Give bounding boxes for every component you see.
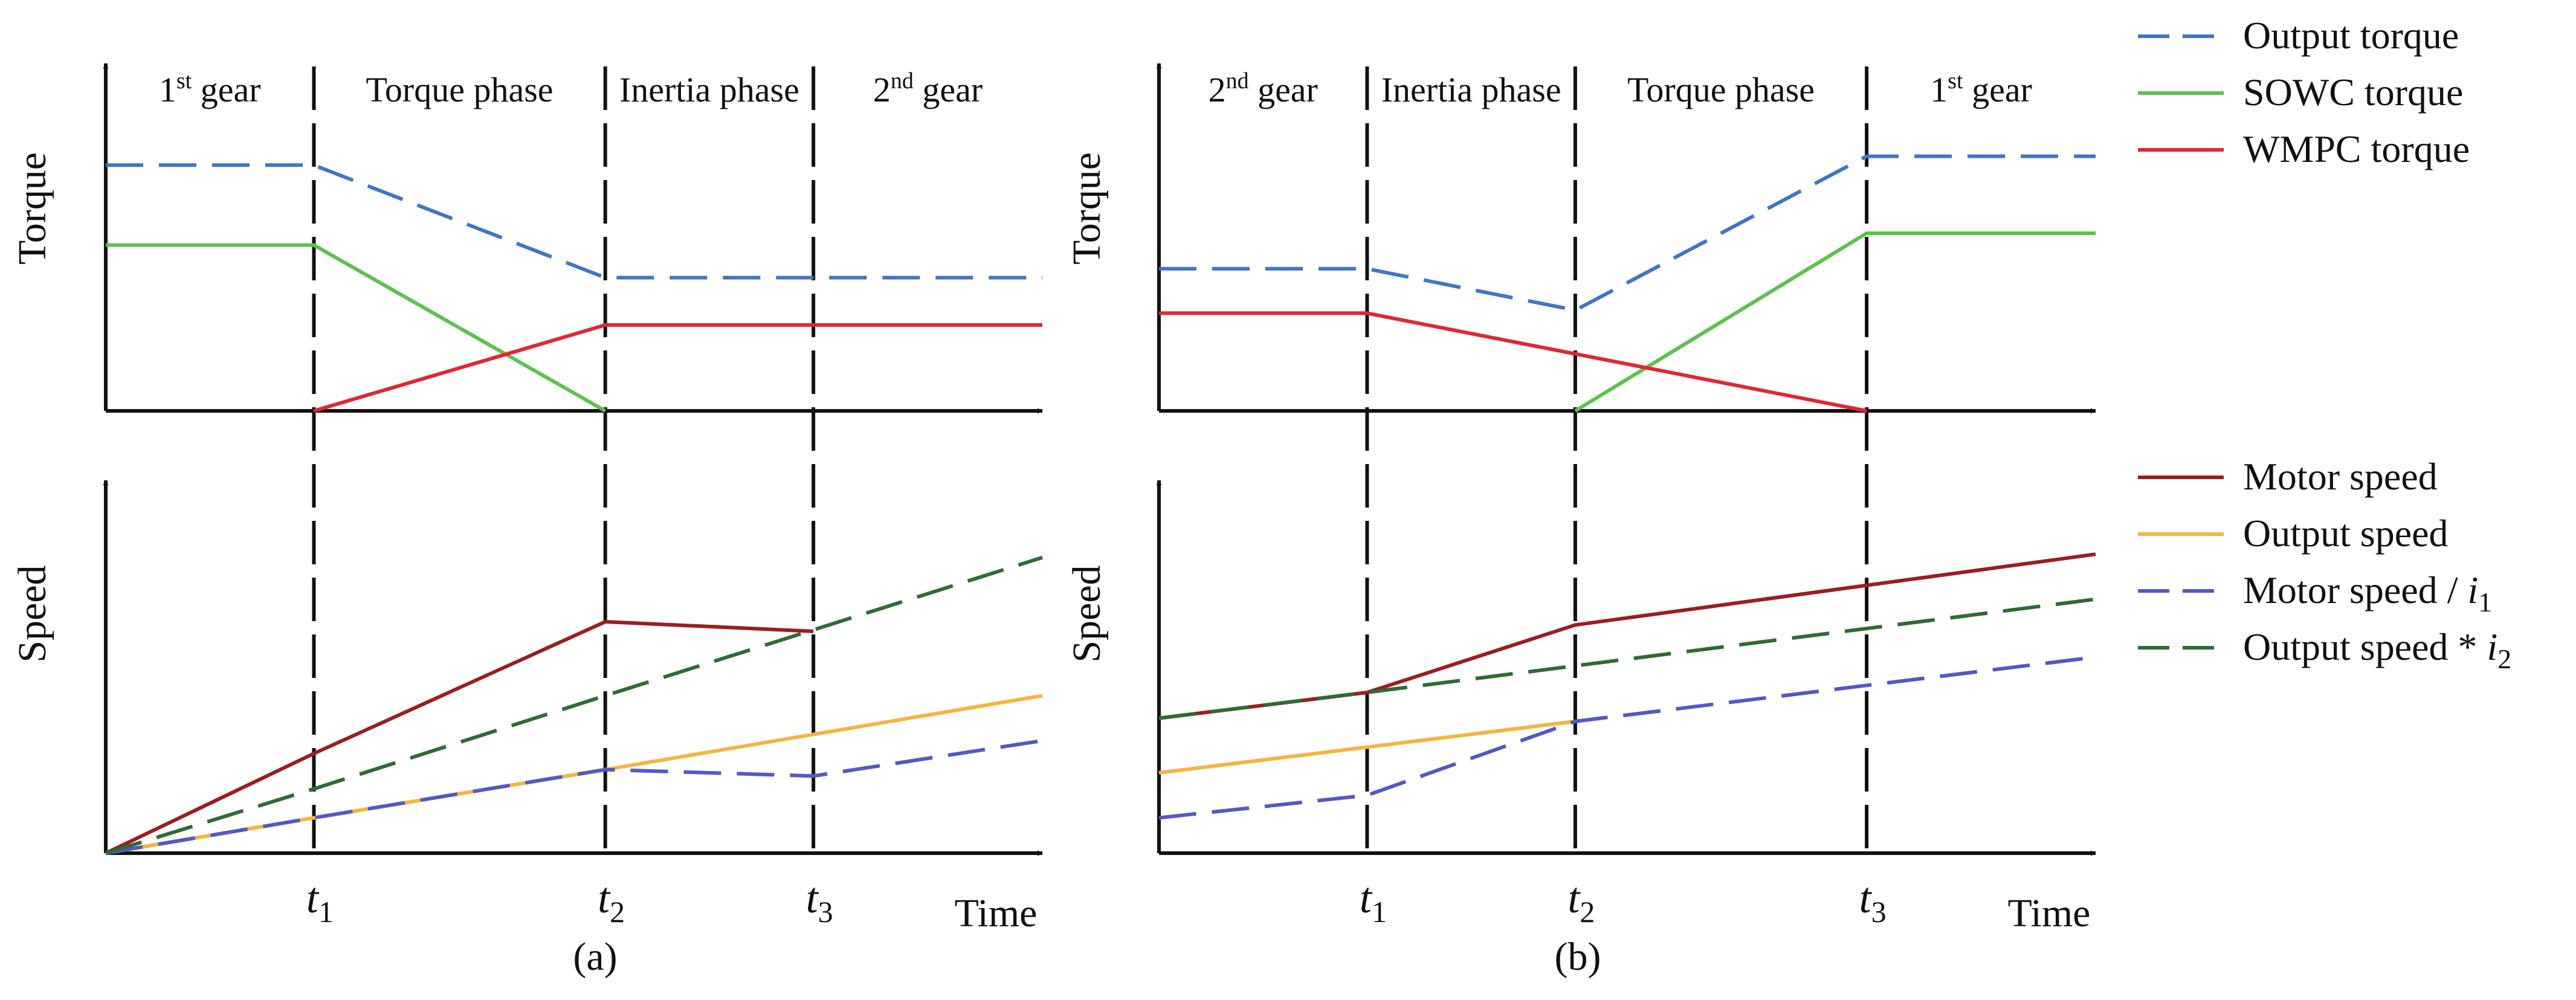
panel-label: (b) (1555, 935, 1601, 979)
series-line-output-speed-ratio (1158, 597, 2096, 720)
legend-label: Output speed (2243, 512, 2448, 555)
legend-item-motor-speed: Motor speed (2138, 455, 2438, 498)
legend-item-sowc-torque: SOWC torque (2138, 71, 2463, 114)
speed-axis-label: Speed (10, 565, 54, 662)
series-line-output-torque (106, 163, 1042, 280)
series-line-motor-speed-ratio (105, 738, 1043, 855)
torque-plot (1159, 154, 2096, 413)
torque-axis-label: Torque (10, 152, 54, 265)
phase-label-2: Inertia phase (1381, 70, 1561, 109)
time-tick-label-2: t2 (1567, 874, 1595, 929)
time-axis-label: Time (2008, 891, 2091, 935)
torque-legend: Output torque SOWC torque WMPC torque (2138, 14, 2470, 170)
series-line-wmpc-torque (1159, 311, 1867, 413)
series-line-motor-speed-ratio (1158, 655, 2096, 820)
phase-label-2: Torque phase (366, 70, 554, 109)
time-tick-label-3: t3 (806, 874, 833, 929)
series-line-output-speed (1158, 719, 1576, 775)
series-line-output-speed (105, 694, 1043, 855)
legend-item-output-speed-ratio: Output speed * i2 (2138, 625, 2511, 674)
time-tick-label-2: t2 (598, 874, 625, 929)
chart-panels: Torque Speed 1st gear Torque phase Inertia p… (10, 63, 2096, 979)
panel-b: Torque Speed 2nd gear Inertia phase Torque p… (1065, 63, 2096, 979)
time-tick-label-1: t1 (1360, 874, 1387, 929)
series-line-output-speed-ratio (105, 555, 1043, 855)
time-axis-label: Time (955, 891, 1038, 935)
speed-axis-label: Speed (1065, 565, 1109, 662)
phase-label-3: Inertia phase (619, 70, 799, 109)
speed-plot (1158, 552, 2096, 820)
torque-plot (106, 163, 1042, 413)
speed-plot (105, 555, 1043, 855)
phase-label-3: Torque phase (1627, 70, 1815, 109)
time-tick-label-3: t3 (1859, 874, 1887, 929)
series-line-sowc-torque (106, 243, 607, 413)
legend-item-wmpc-torque: WMPC torque (2138, 127, 2470, 170)
time-tick-label-1: t1 (306, 874, 334, 929)
phase-label-4: 1st gear (1930, 68, 2032, 109)
legend: Output torque SOWC torque WMPC torque Motor… (2138, 14, 2511, 674)
phase-label-1: 2nd gear (1209, 68, 1318, 109)
phase-label-4: 2nd gear (873, 68, 983, 109)
torque-axis-label: Torque (1065, 152, 1109, 265)
legend-label: Motor speed / i1 (2243, 569, 2492, 618)
series-line-motor-speed (105, 620, 814, 855)
legend-label: Output torque (2243, 14, 2459, 57)
series-line-output-torque (1159, 154, 2096, 312)
legend-label: Output speed * i2 (2243, 625, 2511, 674)
legend-item-output-torque: Output torque (2138, 14, 2459, 57)
series-line-motor-speed (1158, 552, 2096, 720)
series-line-sowc-torque (1574, 231, 2096, 413)
series-line-wmpc-torque (313, 323, 1042, 413)
legend-label: WMPC torque (2243, 127, 2470, 170)
phase-label-1: 1st gear (159, 68, 261, 109)
legend-item-motor-speed-ratio: Motor speed / i1 (2138, 569, 2492, 618)
speed-legend: Motor speed Output speed Motor speed / i1 O… (2138, 455, 2511, 674)
legend-label: Motor speed (2243, 455, 2438, 498)
legend-item-output-speed: Output speed (2138, 512, 2448, 555)
legend-label: SOWC torque (2243, 71, 2463, 114)
panel-a: Torque Speed 1st gear Torque phase Inertia p… (10, 63, 1043, 979)
panel-label: (a) (573, 935, 617, 979)
